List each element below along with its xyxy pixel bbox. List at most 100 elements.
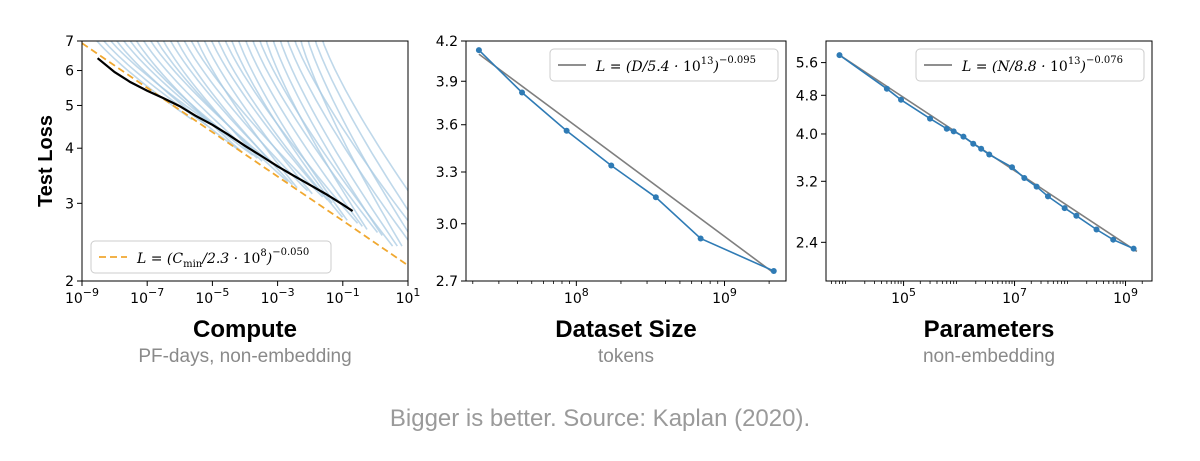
data-point bbox=[1110, 236, 1117, 243]
training-curve bbox=[210, 41, 329, 201]
data-point bbox=[1061, 205, 1068, 212]
x-tick-label: 108 bbox=[564, 286, 589, 307]
chart-panel-2: 108 109 2.7 3.0 3.3 3.6 3.9 4.2 Dataset Size toke… bbox=[436, 34, 787, 367]
data-point bbox=[519, 89, 526, 96]
y-tick-label: 6 bbox=[65, 64, 74, 80]
data-point bbox=[1130, 245, 1137, 252]
training-curve bbox=[294, 41, 408, 222]
x-axis-label: Dataset Size bbox=[555, 316, 696, 343]
y-tick-label: 2 bbox=[65, 274, 74, 290]
legend-box bbox=[549, 48, 779, 82]
compute-frontier-line bbox=[96, 57, 354, 213]
training-curve bbox=[196, 41, 298, 189]
data-point bbox=[1021, 175, 1028, 182]
legend-label: L = (N/8.8 · 1013)−0.076 bbox=[961, 55, 1123, 75]
legend: L = (D/5.4 · 1013)−0.095 bbox=[549, 48, 779, 82]
data-point bbox=[1009, 164, 1016, 171]
x-tick-label: 10−7 bbox=[130, 286, 164, 307]
y-tick-label: 3.9 bbox=[436, 74, 458, 90]
training-curves bbox=[95, 41, 408, 247]
y-tick-label: 5.6 bbox=[796, 56, 818, 72]
data-point bbox=[1044, 193, 1051, 200]
training-curve bbox=[183, 41, 309, 192]
data-point bbox=[986, 151, 993, 158]
data-point bbox=[883, 85, 890, 92]
x-tick-label: 10−9 bbox=[65, 286, 99, 307]
data-point bbox=[950, 128, 957, 135]
legend-label: L = (D/5.4 · 1013)−0.095 bbox=[595, 55, 756, 75]
legend-label: L = (Cmin/2.3 · 108)−0.050 bbox=[136, 247, 309, 270]
data-point bbox=[475, 47, 482, 54]
data-point bbox=[697, 235, 704, 242]
training-curve bbox=[115, 41, 238, 150]
training-curve bbox=[245, 41, 363, 227]
training-curve bbox=[307, 41, 408, 234]
data-point bbox=[978, 145, 985, 152]
y-tick-label: 4.0 bbox=[796, 127, 818, 143]
x-tick-label: 10−3 bbox=[261, 286, 295, 307]
training-curve bbox=[224, 41, 359, 224]
y-tick-label: 3.6 bbox=[436, 118, 458, 134]
y-tick-label: 3 bbox=[65, 196, 74, 212]
data-point bbox=[927, 115, 934, 122]
training-curve bbox=[314, 41, 408, 212]
x-axis-sublabel: tokens bbox=[598, 346, 654, 367]
training-curve bbox=[287, 41, 408, 242]
training-curve bbox=[122, 41, 254, 156]
training-curve bbox=[162, 41, 263, 162]
data-point bbox=[970, 140, 977, 147]
x-axis-label: Compute bbox=[193, 316, 297, 343]
legend-box bbox=[90, 240, 332, 274]
training-curve bbox=[237, 41, 348, 221]
x-axis-label: Parameters bbox=[924, 316, 1055, 343]
y-tick-label: 3.2 bbox=[796, 174, 818, 190]
x-tick-label: 101 bbox=[396, 286, 421, 307]
legend: L = (Cmin/2.3 · 108)−0.050 bbox=[90, 240, 332, 274]
data-point bbox=[652, 194, 659, 201]
legend-box bbox=[915, 48, 1145, 82]
x-tick-label: 10−1 bbox=[326, 286, 360, 307]
plot-frame bbox=[81, 40, 409, 282]
y-tick-label: 7 bbox=[65, 34, 74, 50]
training-curve bbox=[203, 41, 313, 195]
training-curve bbox=[322, 41, 408, 193]
training-curve bbox=[190, 41, 324, 198]
y-tick-label: 4.8 bbox=[796, 88, 818, 104]
data-point bbox=[960, 133, 967, 140]
y-tick-label: 4 bbox=[65, 141, 74, 157]
data-point bbox=[836, 52, 843, 59]
x-tick-label: 107 bbox=[1002, 286, 1027, 307]
data-point bbox=[1073, 212, 1080, 219]
x-axis-sublabel: non-embedding bbox=[923, 346, 1055, 367]
plot-frame bbox=[465, 40, 787, 282]
data-point bbox=[898, 96, 905, 103]
training-curve bbox=[252, 41, 379, 233]
y-tick-label: 3.0 bbox=[436, 217, 458, 233]
training-curve bbox=[265, 41, 368, 230]
data-point bbox=[563, 127, 570, 134]
training-curve bbox=[300, 41, 403, 247]
x-tick-label: 109 bbox=[712, 286, 737, 307]
y-tick-label: 2.7 bbox=[436, 274, 458, 290]
x-tick-label: 105 bbox=[891, 286, 916, 307]
data-line bbox=[478, 49, 775, 272]
y-tick-label: 3.3 bbox=[436, 165, 458, 181]
x-tick-label: 10−5 bbox=[195, 286, 229, 307]
figure-caption: Bigger is better. Source: Kaplan (2020). bbox=[389, 405, 811, 432]
training-curve bbox=[135, 41, 243, 153]
chart-panel-3: 105 107 109 2.4 3.2 4.0 4.8 5.6 Parameters non-em… bbox=[796, 40, 1153, 367]
y-tick-label: 5 bbox=[65, 98, 74, 114]
y-tick-label: 2.4 bbox=[796, 235, 818, 251]
training-curve bbox=[279, 41, 398, 247]
data-point bbox=[943, 125, 950, 132]
x-tick-label: 109 bbox=[1113, 286, 1138, 307]
x-axis-sublabel: PF-days, non-embedding bbox=[138, 346, 351, 367]
y-axis-label: Test Loss bbox=[35, 115, 57, 207]
fit-line bbox=[478, 53, 775, 274]
y-tick-label: 4.2 bbox=[436, 34, 458, 50]
chart-panel-1: 10−9 10−7 10−5 10−3 10−1 101 2 3 4 5 6 7 Test Loss Co… bbox=[35, 34, 421, 367]
data-point bbox=[1093, 226, 1100, 233]
training-curve bbox=[149, 41, 274, 165]
training-curve bbox=[272, 41, 383, 236]
